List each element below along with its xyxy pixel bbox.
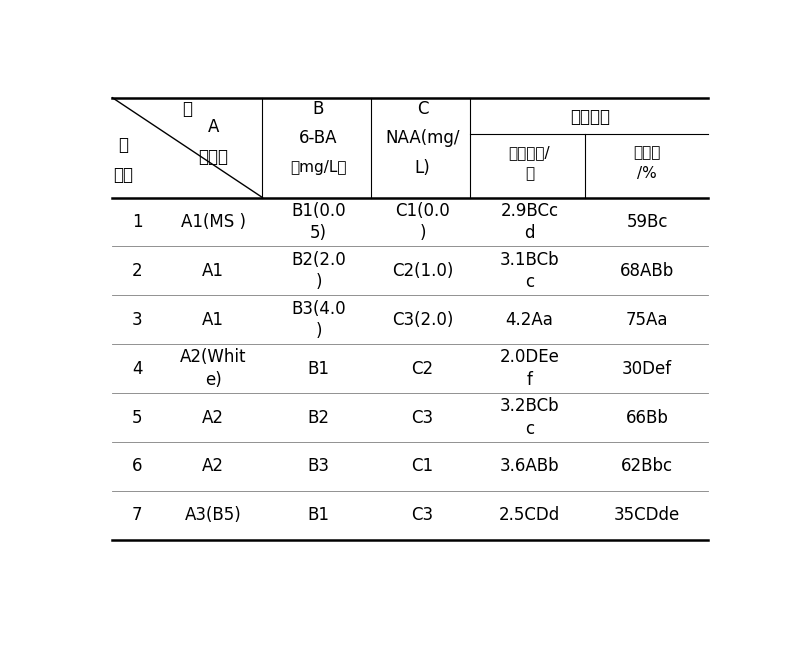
Text: 35CDde: 35CDde: [614, 506, 680, 524]
Text: 2.9BCc: 2.9BCc: [500, 202, 558, 220]
Text: 萌芽率: 萌芽率: [634, 145, 661, 160]
Text: c: c: [525, 420, 534, 438]
Text: C3: C3: [411, 506, 434, 524]
Text: B2(2.0: B2(2.0: [291, 251, 346, 269]
Text: 62Bbc: 62Bbc: [621, 457, 674, 476]
Text: 处理: 处理: [114, 166, 134, 184]
Text: 5): 5): [310, 224, 327, 242]
Text: B3: B3: [307, 457, 330, 476]
Text: 6: 6: [132, 457, 142, 476]
Text: 素: 素: [118, 136, 129, 154]
Text: C2(1.0): C2(1.0): [392, 262, 453, 280]
Text: 4.2Aa: 4.2Aa: [506, 311, 554, 329]
Text: A3(B5): A3(B5): [185, 506, 242, 524]
Text: 4: 4: [132, 360, 142, 378]
Text: L): L): [414, 159, 430, 176]
Text: A2: A2: [202, 408, 224, 426]
Text: A: A: [207, 118, 219, 135]
Text: C1: C1: [411, 457, 434, 476]
Text: 3.2BCb: 3.2BCb: [499, 397, 559, 415]
Text: C3: C3: [411, 408, 434, 426]
Text: 68ABb: 68ABb: [620, 262, 674, 280]
Text: B1: B1: [307, 506, 330, 524]
Text: B: B: [313, 100, 324, 118]
Text: ): ): [315, 273, 322, 291]
Text: A1: A1: [202, 262, 224, 280]
Text: A1: A1: [202, 311, 224, 329]
Text: 5: 5: [132, 408, 142, 426]
Text: f: f: [526, 371, 532, 389]
Text: C1(0.0: C1(0.0: [395, 202, 450, 220]
Text: /%: /%: [638, 166, 657, 181]
Text: 不定芽数/: 不定芽数/: [509, 145, 550, 160]
Text: A1(MS ): A1(MS ): [181, 213, 246, 231]
Text: 3: 3: [132, 311, 142, 329]
Text: B1(0.0: B1(0.0: [291, 202, 346, 220]
Text: ): ): [419, 224, 426, 242]
Text: A2(Whit: A2(Whit: [180, 349, 246, 366]
Text: 6-BA: 6-BA: [299, 129, 338, 146]
Text: 3.1BCb: 3.1BCb: [499, 251, 559, 269]
Text: 指标均值: 指标均值: [570, 108, 610, 126]
Text: c: c: [525, 273, 534, 291]
Text: 1: 1: [132, 213, 142, 231]
Text: 75Aa: 75Aa: [626, 311, 669, 329]
Text: e): e): [205, 371, 222, 389]
Text: NAA(mg/: NAA(mg/: [385, 129, 460, 146]
Text: 3.6ABb: 3.6ABb: [499, 457, 559, 476]
Text: C2: C2: [411, 360, 434, 378]
Text: 66Bb: 66Bb: [626, 408, 669, 426]
Text: 59Bc: 59Bc: [626, 213, 668, 231]
Text: B1: B1: [307, 360, 330, 378]
Text: C3(2.0): C3(2.0): [392, 311, 453, 329]
Text: 7: 7: [132, 506, 142, 524]
Text: 30Def: 30Def: [622, 360, 672, 378]
Text: 因: 因: [182, 100, 192, 118]
Text: B2: B2: [307, 408, 330, 426]
Text: ): ): [315, 322, 322, 340]
Text: （mg/L）: （mg/L）: [290, 160, 347, 175]
Text: 个: 个: [525, 166, 534, 181]
Text: d: d: [524, 224, 534, 242]
Text: A2: A2: [202, 457, 224, 476]
Text: 2.5CDd: 2.5CDd: [498, 506, 560, 524]
Text: C: C: [417, 100, 428, 118]
Text: 2.0DEe: 2.0DEe: [499, 349, 559, 366]
Text: 培养基: 培养基: [198, 148, 228, 166]
Text: B3(4.0: B3(4.0: [291, 299, 346, 318]
Text: 2: 2: [132, 262, 142, 280]
